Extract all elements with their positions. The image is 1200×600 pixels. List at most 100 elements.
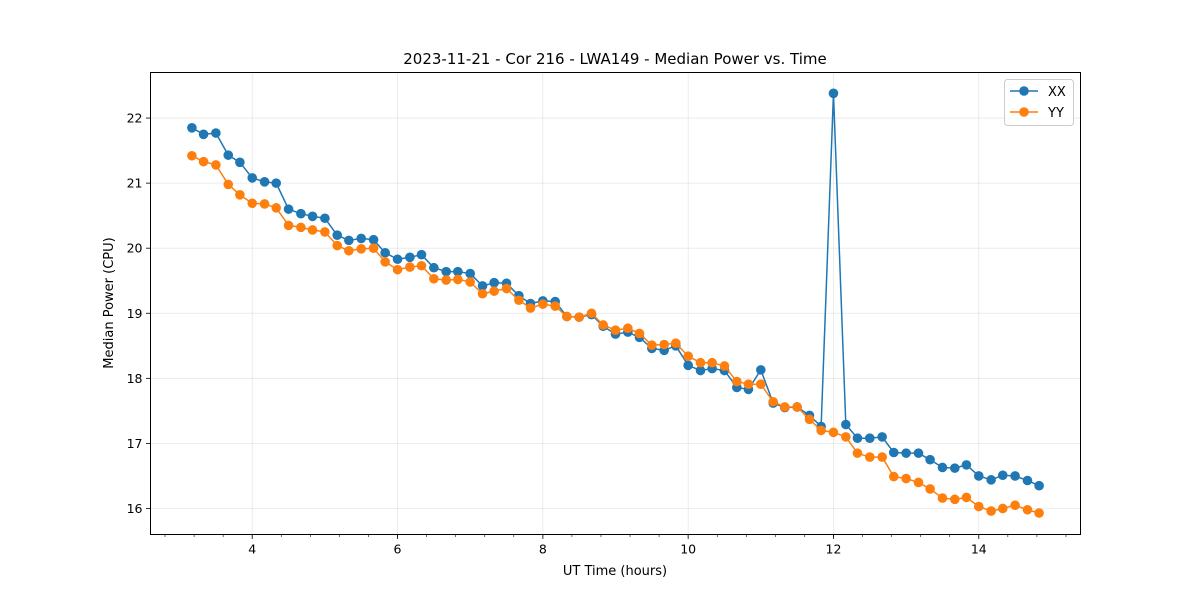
- data-point-xx: [392, 254, 403, 265]
- data-point-xx: [368, 234, 379, 245]
- x-tick-label: 12: [826, 542, 842, 557]
- data-point-xx: [695, 365, 706, 376]
- data-point-yy: [514, 295, 524, 306]
- data-point-xx: [913, 448, 924, 458]
- y-tick-label: 22: [127, 111, 143, 126]
- data-point-xx: [756, 365, 766, 375]
- data-point-yy: [283, 220, 294, 231]
- data-point-xx: [211, 128, 221, 138]
- data-point-xx: [441, 266, 452, 277]
- data-point-yy: [804, 414, 815, 425]
- y-tick-label: 20: [127, 241, 143, 256]
- data-point-yy: [271, 203, 282, 213]
- data-point-yy: [756, 379, 766, 389]
- data-point-yy: [683, 351, 693, 362]
- data-point-yy: [465, 277, 475, 287]
- data-point-yy: [986, 506, 996, 516]
- data-point-xx: [465, 268, 475, 279]
- y-tick-label: 18: [127, 371, 143, 386]
- data-point-yy: [1010, 500, 1020, 511]
- data-point-xx: [296, 208, 306, 219]
- data-point-yy: [223, 179, 234, 190]
- data-point-xx: [1010, 471, 1020, 481]
- axis-ticks: 4 6 8 10 12 14 16 17 18 19 20 21 22: [127, 111, 1067, 557]
- data-point-yy: [489, 286, 499, 296]
- data-point-yy: [598, 320, 608, 330]
- data-point-xx: [307, 211, 318, 222]
- data-point-yy: [610, 325, 621, 335]
- data-point-yy: [320, 227, 330, 237]
- data-point-yy: [732, 376, 742, 387]
- data-point-yy: [211, 160, 221, 170]
- data-point-yy: [1022, 504, 1033, 515]
- data-point-yy: [525, 303, 536, 313]
- data-point-yy: [719, 361, 730, 371]
- data-point-xx: [877, 432, 887, 442]
- data-point-yy: [187, 150, 197, 161]
- data-point-yy: [743, 379, 754, 389]
- y-tick-label: 21: [127, 176, 143, 191]
- grid-lines: [150, 72, 1081, 535]
- data-point-yy: [852, 448, 863, 458]
- legend-yy-label: YY: [1047, 106, 1064, 121]
- data-point-xx: [841, 419, 851, 430]
- data-point-xx: [356, 233, 367, 244]
- data-point-xx: [283, 204, 294, 214]
- data-point-xx: [344, 235, 354, 246]
- data-point-xx: [973, 471, 984, 481]
- data-point-yy: [416, 260, 427, 271]
- data-point-yy: [828, 427, 839, 438]
- data-point-yy: [877, 452, 887, 462]
- data-point-xx: [235, 157, 245, 168]
- data-point-yy: [695, 357, 706, 368]
- data-point-xx: [865, 433, 875, 444]
- data-point-yy: [344, 245, 354, 256]
- data-point-yy: [368, 243, 379, 253]
- data-point-yy: [259, 199, 270, 209]
- data-point-yy: [865, 452, 875, 462]
- data-point-yy: [925, 484, 935, 494]
- data-point-xx: [453, 266, 463, 277]
- data-point-yy: [538, 299, 548, 309]
- data-point-yy: [961, 492, 972, 503]
- data-point-yy: [913, 477, 924, 488]
- data-point-yy: [356, 244, 367, 254]
- legend-xx-marker: [1019, 86, 1029, 96]
- data-point-yy: [453, 274, 463, 285]
- y-tick-label: 16: [127, 501, 143, 516]
- data-point-yy: [332, 240, 343, 251]
- legend-xx-label: XX: [1048, 85, 1066, 100]
- data-point-yy: [707, 357, 717, 368]
- data-point-yy: [779, 402, 790, 412]
- data-point-yy: [307, 225, 318, 235]
- data-point-xx: [1022, 475, 1033, 486]
- data-point-xx: [198, 129, 209, 140]
- data-point-xx: [332, 230, 343, 240]
- plot-frame: [150, 72, 1081, 535]
- data-point-yy: [296, 222, 306, 233]
- data-point-yy: [586, 308, 597, 319]
- data-point-yy: [901, 473, 911, 484]
- data-point-xx: [1034, 480, 1044, 491]
- data-point-xx: [937, 462, 948, 473]
- data-point-yy: [634, 328, 645, 339]
- legend-yy-marker: [1019, 107, 1029, 117]
- data-point-yy: [1034, 508, 1044, 518]
- data-point-yy: [841, 432, 851, 442]
- data-point-xx: [187, 123, 197, 133]
- x-axis-label: UT Time (hours): [563, 564, 667, 579]
- data-point-yy: [574, 312, 584, 322]
- x-tick-label: 4: [248, 542, 256, 557]
- chart-title: 2023-11-21 - Cor 216 - LWA149 - Median P…: [403, 50, 827, 68]
- data-point-xx: [986, 475, 996, 485]
- data-point-yy: [768, 396, 778, 407]
- data-point-xx: [489, 277, 499, 288]
- data-point-yy: [950, 494, 960, 505]
- x-tick-label: 6: [394, 542, 402, 557]
- data-point-yy: [501, 283, 512, 294]
- data-point-xx: [320, 213, 330, 224]
- data-point-yy: [247, 198, 258, 209]
- data-point-yy: [671, 338, 681, 348]
- data-point-xx: [888, 447, 899, 458]
